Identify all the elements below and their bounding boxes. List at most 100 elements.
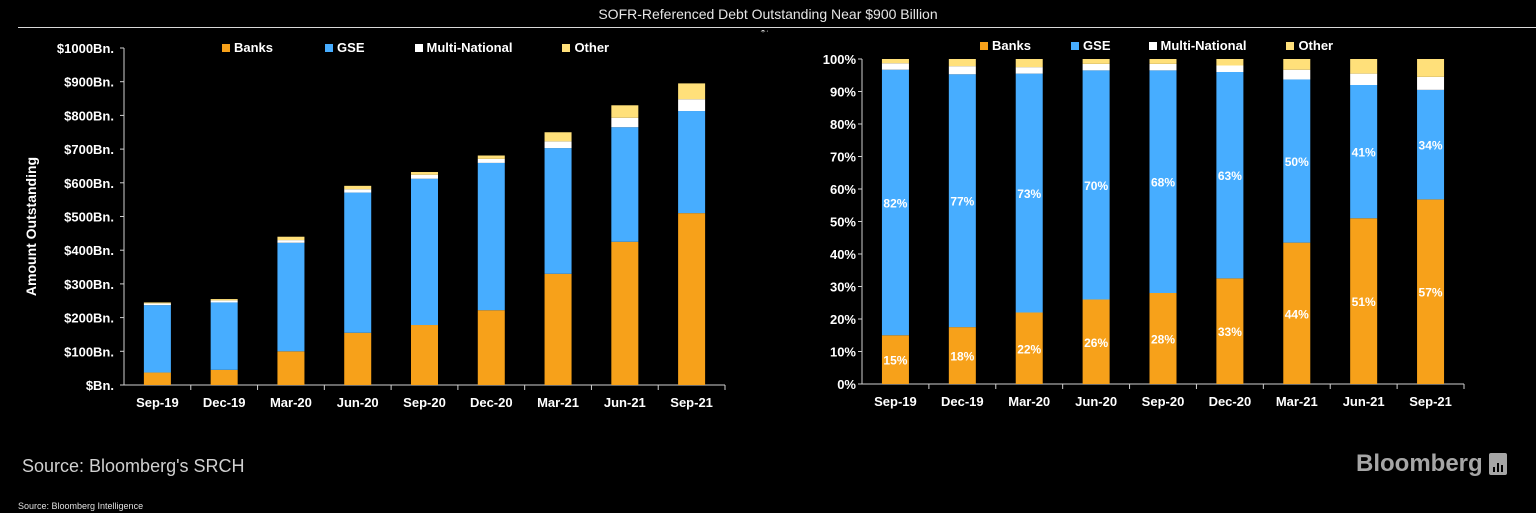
legend-label: Other [1298,38,1334,53]
y-tick-label: $700Bn. [64,142,114,157]
brand-name: Bloomberg [1356,450,1483,477]
bar-segment-multi-national [1149,63,1177,71]
bar-segment-banks [678,213,706,385]
bar-segment-multi-national [344,189,372,193]
bar-segment-gse [948,74,976,328]
x-tick-label: Dec-19 [203,395,246,410]
y-tick-label: $400Bn. [64,243,114,258]
bar-segment-multi-national [1082,63,1110,71]
legend-item-multi-national: Multi-National [1148,38,1246,53]
bar-segment-banks [1015,312,1043,384]
x-tick-label: Dec-19 [941,394,984,409]
title-rule [18,27,1536,28]
data-label-gse: 70% [1084,179,1108,193]
data-label-banks: 15% [883,354,907,368]
bar-segment-multi-national [143,303,171,306]
y-tick-label: 10% [830,345,856,360]
bar-segment-multi-national [1216,65,1244,72]
bar-segment-gse [544,148,572,274]
bar-segment-multi-national [477,158,505,163]
legend-item-gse: GSE [1071,38,1111,53]
y-tick-label: $100Bn. [64,344,114,359]
data-label-banks: 26% [1084,336,1108,350]
y-tick-label: $800Bn. [64,108,114,123]
chart-percent-share: 0% 10% 20% 30% 40% 50% 60% 70% 80% 90% 100% Sep-19 1… [823,52,1465,409]
legend-item-other: Other [562,40,609,55]
bar-segment-other [411,172,438,175]
x-tick-label: Jun-21 [1343,394,1385,409]
bar-segment-other [477,155,505,159]
bar-segment-banks [1216,278,1244,384]
bar-segment-gse [1417,89,1445,200]
bar-segment-gse [477,162,505,311]
bar-segment-gse [1082,70,1110,300]
bar-segment-other [1149,59,1177,64]
bar-segment-multi-national [411,174,438,179]
bar-segment-banks [1082,299,1110,384]
bar-segment-multi-national [1283,69,1311,80]
bar-segment-gse [143,305,171,373]
bloomberg-terminal-icon [1488,453,1507,475]
x-tick-label: Sep-20 [403,395,446,410]
bar-segment-gse [277,242,305,352]
legend-swatch [414,43,423,52]
bar-segment-gse [881,69,909,336]
bar-segment-banks [1417,199,1445,384]
data-label-gse: 73% [1017,187,1041,201]
brand-logo: Bloomberg [1356,450,1507,478]
bar-segment-gse [1350,85,1378,219]
y-tick-label: $600Bn. [64,176,114,191]
bar-segment-gse [1216,72,1244,279]
data-label-gse: 34% [1419,139,1443,153]
bar-segment-multi-national [210,300,238,303]
bar-segment-banks [1283,242,1311,384]
bar-segment-gse [210,302,238,370]
bar-segment-banks [344,332,372,385]
bar-segment-multi-national [881,63,909,70]
legend-item-other: Other [1286,38,1333,53]
bar-segment-other [611,105,639,118]
y-tick-label: 100% [823,52,857,67]
bar-segment-banks [948,327,976,384]
y-tick-label: $200Bn. [64,311,114,326]
y-tick-label: 60% [830,182,856,197]
y-tick-label: $300Bn. [64,277,114,292]
legend-label: Banks [992,38,1032,53]
x-tick-label: Jun-20 [337,395,379,410]
legend-right: Banks GSE Multi-National Other [980,38,1333,53]
bar-segment-other [1417,59,1445,77]
data-label-gse: 50% [1285,155,1309,169]
legend-swatch [222,43,230,52]
bar-segment-gse [1283,79,1311,243]
legend-item-banks: Banks [980,38,1031,53]
bar-segment-other [1283,59,1311,70]
x-tick-label: Jun-20 [1075,394,1117,409]
bar-segment-multi-national [1350,73,1378,85]
bar-segment-other [143,302,171,304]
y-tick-label: 70% [830,150,856,165]
data-label-banks: 33% [1218,325,1242,339]
legend-label: Banks [234,40,274,55]
legend-item-multi-national: Multi-National [414,40,513,55]
legend-swatch [325,43,334,52]
bar-segment-multi-national [277,240,305,243]
x-tick-label: Mar-20 [1008,394,1050,409]
bar-segment-multi-national [1417,76,1445,90]
legend-left: Banks GSE Multi-National Other [222,40,609,55]
source-footnote: Source: Bloomberg Intelligence [18,501,144,511]
x-tick-label: Sep-20 [1142,394,1185,409]
y-tick-label: 20% [830,312,856,327]
bar-segment-banks [1350,218,1378,384]
bar-segment-banks [143,372,171,385]
y-axis-title: Amount Outstanding [23,157,39,296]
x-tick-label: Mar-20 [270,395,312,410]
bar-segment-other [1216,59,1244,66]
legend-label: GSE [1083,38,1111,53]
x-tick-label: Mar-21 [537,395,579,410]
legend-label: Multi-National [426,40,513,55]
bar-segment-other [344,185,372,190]
legend-item-banks: Banks [222,40,273,55]
bar-segment-other [1015,59,1043,68]
bar-segment-other [881,59,909,64]
bar-segment-banks [881,335,909,384]
